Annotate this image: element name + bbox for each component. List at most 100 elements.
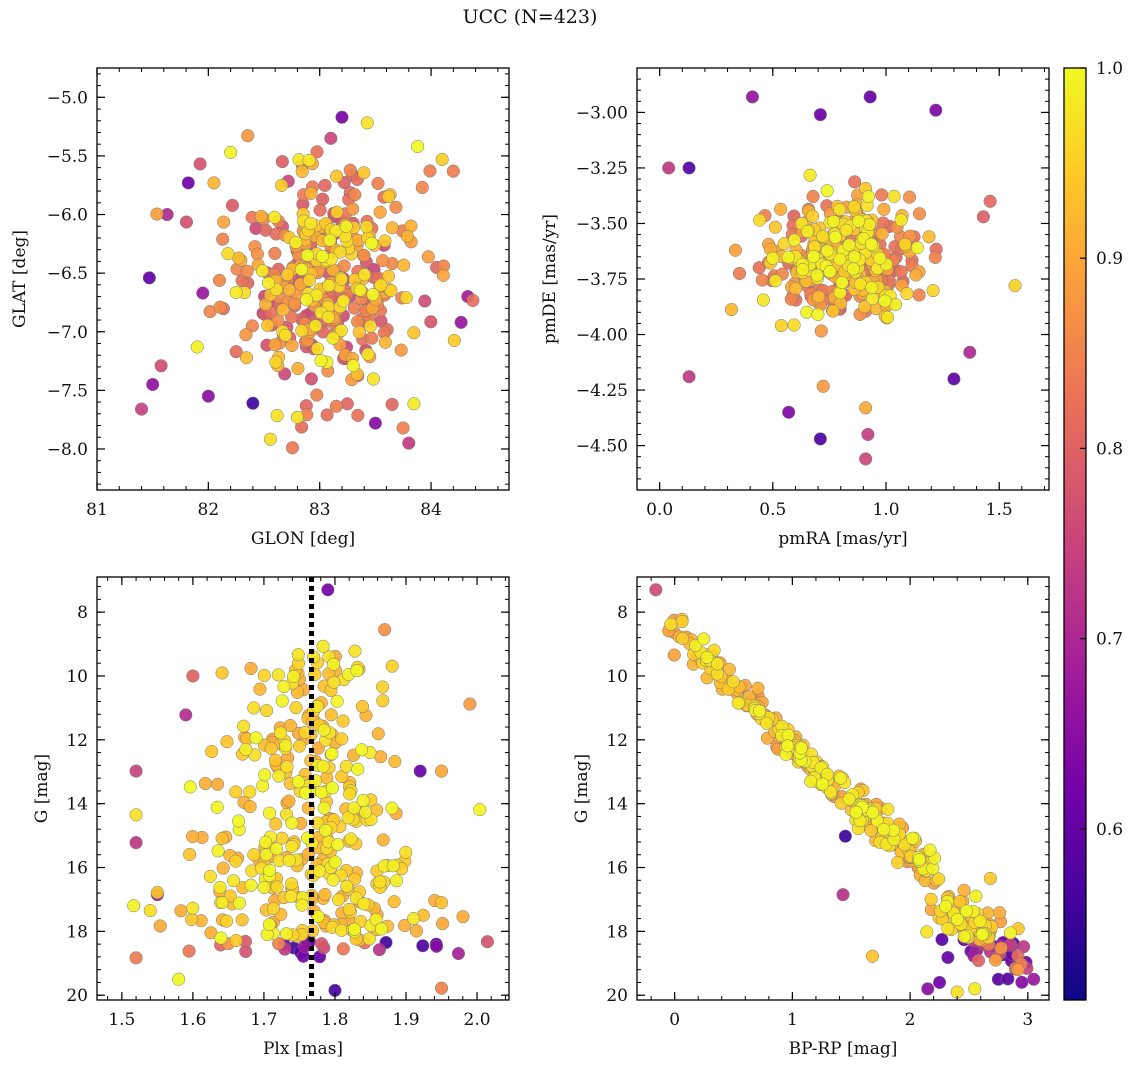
- data-point: [325, 747, 339, 761]
- data-point: [662, 161, 676, 175]
- data-point: [957, 930, 971, 944]
- data-point: [343, 787, 357, 801]
- data-point: [378, 234, 392, 248]
- x-tick-label: 1.5: [986, 500, 1013, 520]
- data-point: [755, 273, 769, 287]
- data-point: [823, 265, 837, 279]
- data-point: [275, 694, 289, 708]
- data-point: [179, 708, 193, 722]
- data-point: [239, 328, 253, 342]
- data-point: [292, 739, 307, 753]
- data-point: [215, 831, 229, 845]
- y-tick-label: −6.0: [47, 206, 88, 226]
- y-tick-label: −3.25: [576, 159, 628, 179]
- data-point: [153, 919, 167, 933]
- data-point: [253, 682, 267, 696]
- data-point: [366, 372, 380, 386]
- data-point: [361, 347, 375, 361]
- data-point: [400, 229, 414, 243]
- data-point: [190, 340, 204, 354]
- data-point: [263, 863, 277, 877]
- data-point: [827, 214, 841, 228]
- data-point: [926, 283, 940, 298]
- y-axis-label: GLAT [deg]: [10, 230, 30, 328]
- data-point: [358, 268, 372, 282]
- data-point: [285, 441, 300, 455]
- points-top-left: [134, 110, 480, 455]
- data-point: [350, 664, 364, 678]
- data-point: [418, 294, 432, 308]
- data-point: [310, 388, 324, 402]
- data-point: [676, 631, 690, 645]
- data-point: [279, 927, 294, 941]
- data-point: [342, 902, 356, 916]
- data-point: [271, 668, 285, 682]
- data-point: [321, 310, 335, 324]
- data-point: [268, 753, 282, 767]
- data-point: [804, 774, 818, 788]
- data-point: [347, 801, 361, 815]
- data-point: [682, 370, 696, 384]
- data-point: [820, 184, 834, 198]
- y-tick-label: 16: [66, 859, 88, 879]
- data-point: [864, 237, 878, 251]
- data-point: [247, 701, 261, 715]
- data-point: [921, 982, 935, 996]
- data-point: [318, 888, 332, 902]
- data-point: [407, 912, 421, 926]
- data-point: [351, 408, 365, 422]
- data-point: [973, 914, 987, 928]
- data-point: [318, 178, 332, 192]
- data-point: [146, 377, 160, 392]
- data-point: [385, 221, 399, 235]
- data-point: [959, 904, 973, 918]
- data-point: [363, 319, 377, 333]
- data-point: [922, 230, 936, 244]
- data-point: [284, 889, 298, 903]
- data-point: [282, 794, 296, 808]
- data-point: [697, 632, 711, 646]
- data-point: [909, 268, 923, 282]
- plot-frame: [96, 576, 510, 1001]
- data-point: [732, 266, 747, 281]
- y-tick-label: 16: [606, 859, 628, 879]
- data-point: [878, 294, 892, 308]
- data-point: [807, 250, 821, 264]
- data-point: [179, 215, 193, 229]
- y-tick-label: −7.5: [47, 381, 88, 401]
- data-point: [810, 268, 824, 282]
- data-point: [213, 300, 227, 314]
- data-point: [828, 230, 842, 244]
- data-point: [649, 583, 663, 597]
- data-point: [816, 229, 830, 243]
- data-point: [863, 90, 877, 104]
- data-point: [225, 198, 240, 212]
- panel-bottom-left: 1.5 1.6 1.7 1.8 1.9 2.0 8 10 12 14 16 18 20 Plx [mas]…: [32, 576, 510, 1059]
- data-point: [847, 250, 861, 264]
- data-point: [352, 325, 366, 339]
- x-axis-label: pmRA [mas/yr]: [778, 529, 907, 549]
- data-point: [272, 769, 286, 783]
- data-point: [186, 901, 200, 915]
- data-point: [766, 251, 780, 265]
- data-point: [434, 764, 449, 778]
- data-point: [389, 200, 403, 214]
- y-tick-label: −8.0: [47, 440, 88, 460]
- x-tick-label: 1.5: [108, 1010, 135, 1030]
- data-point: [310, 145, 324, 159]
- y-tick-label: −3.00: [576, 103, 628, 123]
- data-point: [257, 880, 271, 894]
- data-point: [929, 103, 943, 117]
- data-point: [454, 315, 468, 329]
- data-point: [900, 287, 914, 301]
- data-point: [249, 731, 263, 745]
- points-bottom-right: [649, 583, 1041, 999]
- data-point: [724, 302, 739, 317]
- data-point: [343, 163, 357, 177]
- data-point: [466, 293, 480, 308]
- data-point: [129, 836, 143, 850]
- data-point: [334, 923, 349, 937]
- data-point: [207, 176, 221, 190]
- data-point: [862, 218, 877, 232]
- data-point: [172, 972, 186, 986]
